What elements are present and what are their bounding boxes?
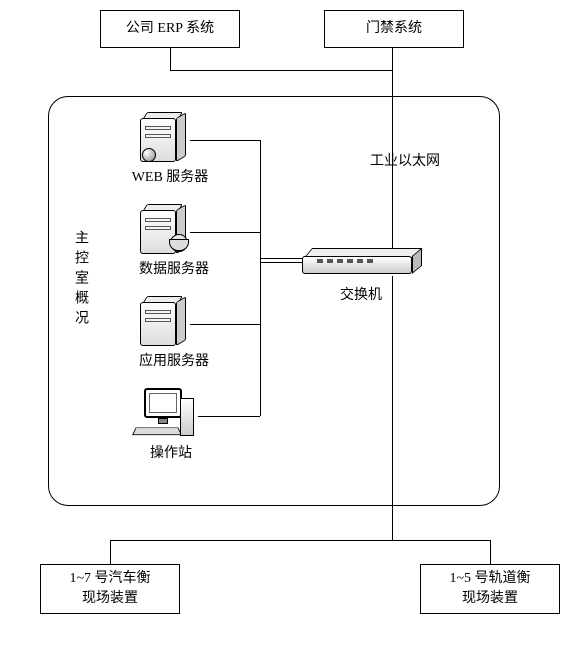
- bottom-horiz-line: [110, 540, 490, 541]
- erp-system-label: 公司 ERP 系统: [126, 19, 214, 39]
- rail-scale-label: 1~5 号轨道衡 现场装置: [449, 569, 530, 608]
- web-server-label: WEB 服务器: [120, 166, 220, 186]
- gate-down-line: [392, 48, 393, 70]
- erp-down-line: [170, 48, 171, 70]
- data-server-icon: [140, 204, 186, 254]
- workstation-icon: [134, 388, 194, 438]
- app-server-icon: [140, 296, 186, 346]
- rail-down-line: [490, 540, 491, 564]
- truck-scale-label: 1~7 号汽车衡 现场装置: [69, 569, 150, 608]
- stub-web: [190, 140, 260, 141]
- erp-system-box: 公司 ERP 系统: [100, 10, 240, 48]
- gate-system-box: 门禁系统: [324, 10, 464, 48]
- gate-system-label: 门禁系统: [366, 19, 422, 39]
- top-horiz-line: [170, 70, 393, 71]
- web-server-icon: [140, 112, 186, 162]
- stub-app: [190, 324, 260, 325]
- stub-ws: [198, 416, 260, 417]
- bus-vertical: [260, 140, 261, 416]
- bus-to-switch-a: [260, 258, 302, 259]
- stub-data: [190, 232, 260, 233]
- rail-scale-box: 1~5 号轨道衡 现场装置: [420, 564, 560, 614]
- switch-label: 交换机: [326, 284, 396, 304]
- ethernet-label: 工业以太网: [370, 150, 440, 170]
- bus-to-switch-b: [260, 262, 302, 263]
- control-room-side-label: 主控室概况: [70, 230, 90, 330]
- switch-icon: [302, 248, 422, 276]
- truck-down-line: [110, 540, 111, 564]
- truck-scale-box: 1~7 号汽车衡 现场装置: [40, 564, 180, 614]
- data-server-label: 数据服务器: [124, 258, 224, 278]
- workstation-label: 操作站: [136, 442, 206, 462]
- app-server-label: 应用服务器: [124, 350, 224, 370]
